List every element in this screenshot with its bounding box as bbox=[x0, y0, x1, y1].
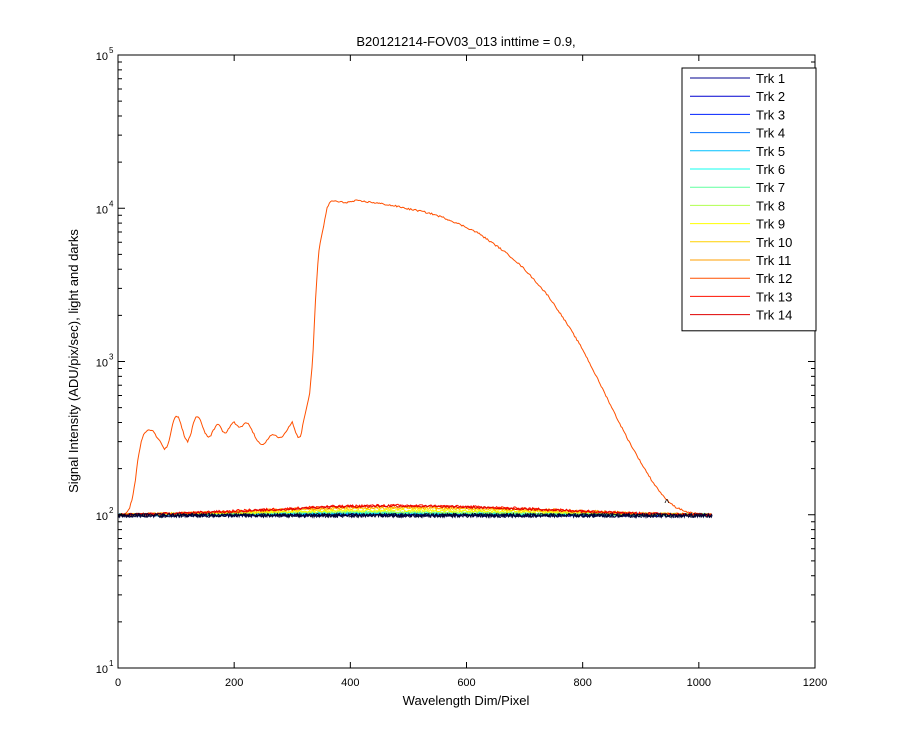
y-tick-exponent: 3 bbox=[109, 353, 114, 362]
dark-noise-band bbox=[118, 511, 713, 519]
legend-label-7: Trk 7 bbox=[756, 180, 785, 195]
annotation-mark-1: ^ bbox=[665, 498, 670, 509]
y-tick-exponent: 5 bbox=[109, 46, 114, 55]
legend-label-4: Trk 4 bbox=[756, 126, 785, 141]
legend: Trk 1 Trk 2 Trk 3 Trk 4 Trk 5 Trk 6 Trk 7 Trk 8… bbox=[681, 67, 817, 332]
x-tick-label: 1200 bbox=[803, 677, 827, 689]
series-line-14 bbox=[118, 504, 713, 517]
legend-label-11: Trk 11 bbox=[756, 253, 791, 268]
legend-label-14: Trk 14 bbox=[756, 308, 792, 323]
series-group: ^ bbox=[118, 199, 713, 519]
legend-box bbox=[681, 67, 817, 332]
x-tick-label: 400 bbox=[341, 677, 359, 689]
noise-trace-3 bbox=[118, 512, 713, 519]
legend-label-1: Trk 1 bbox=[756, 71, 785, 86]
legend-label-5: Trk 5 bbox=[756, 144, 785, 159]
x-tick-label: 600 bbox=[457, 677, 475, 689]
chart-title: B20121214-FOV03_013 inttime = 0.9, bbox=[356, 34, 575, 49]
y-tick-exponent: 1 bbox=[109, 659, 114, 668]
y-tick-label: 10 bbox=[96, 358, 108, 370]
series-line-12 bbox=[118, 199, 712, 517]
y-tick-label: 10 bbox=[96, 51, 108, 63]
y-axis-label: Signal Intensity (ADU/pix/sec), light an… bbox=[66, 229, 81, 493]
y-tick-exponent: 2 bbox=[109, 506, 114, 515]
legend-label-12: Trk 12 bbox=[756, 271, 792, 286]
y-tick-label: 10 bbox=[96, 204, 108, 216]
x-tick-label: 1000 bbox=[687, 677, 711, 689]
legend-label-6: Trk 6 bbox=[756, 162, 785, 177]
legend-label-13: Trk 13 bbox=[756, 289, 792, 304]
legend-label-3: Trk 3 bbox=[756, 107, 785, 122]
legend-label-8: Trk 8 bbox=[756, 198, 785, 213]
y-tick-label: 10 bbox=[96, 511, 108, 523]
legend-label-9: Trk 9 bbox=[756, 217, 785, 232]
x-tick-label: 200 bbox=[225, 677, 243, 689]
y-tick-exponent: 4 bbox=[109, 199, 114, 208]
legend-label-2: Trk 2 bbox=[756, 89, 785, 104]
y-tick-label: 10 bbox=[96, 664, 108, 676]
x-tick-label: 0 bbox=[115, 677, 121, 689]
x-tick-label: 800 bbox=[573, 677, 591, 689]
legend-label-10: Trk 10 bbox=[756, 235, 792, 250]
x-axis-label: Wavelength Dim/Pixel bbox=[403, 693, 530, 708]
